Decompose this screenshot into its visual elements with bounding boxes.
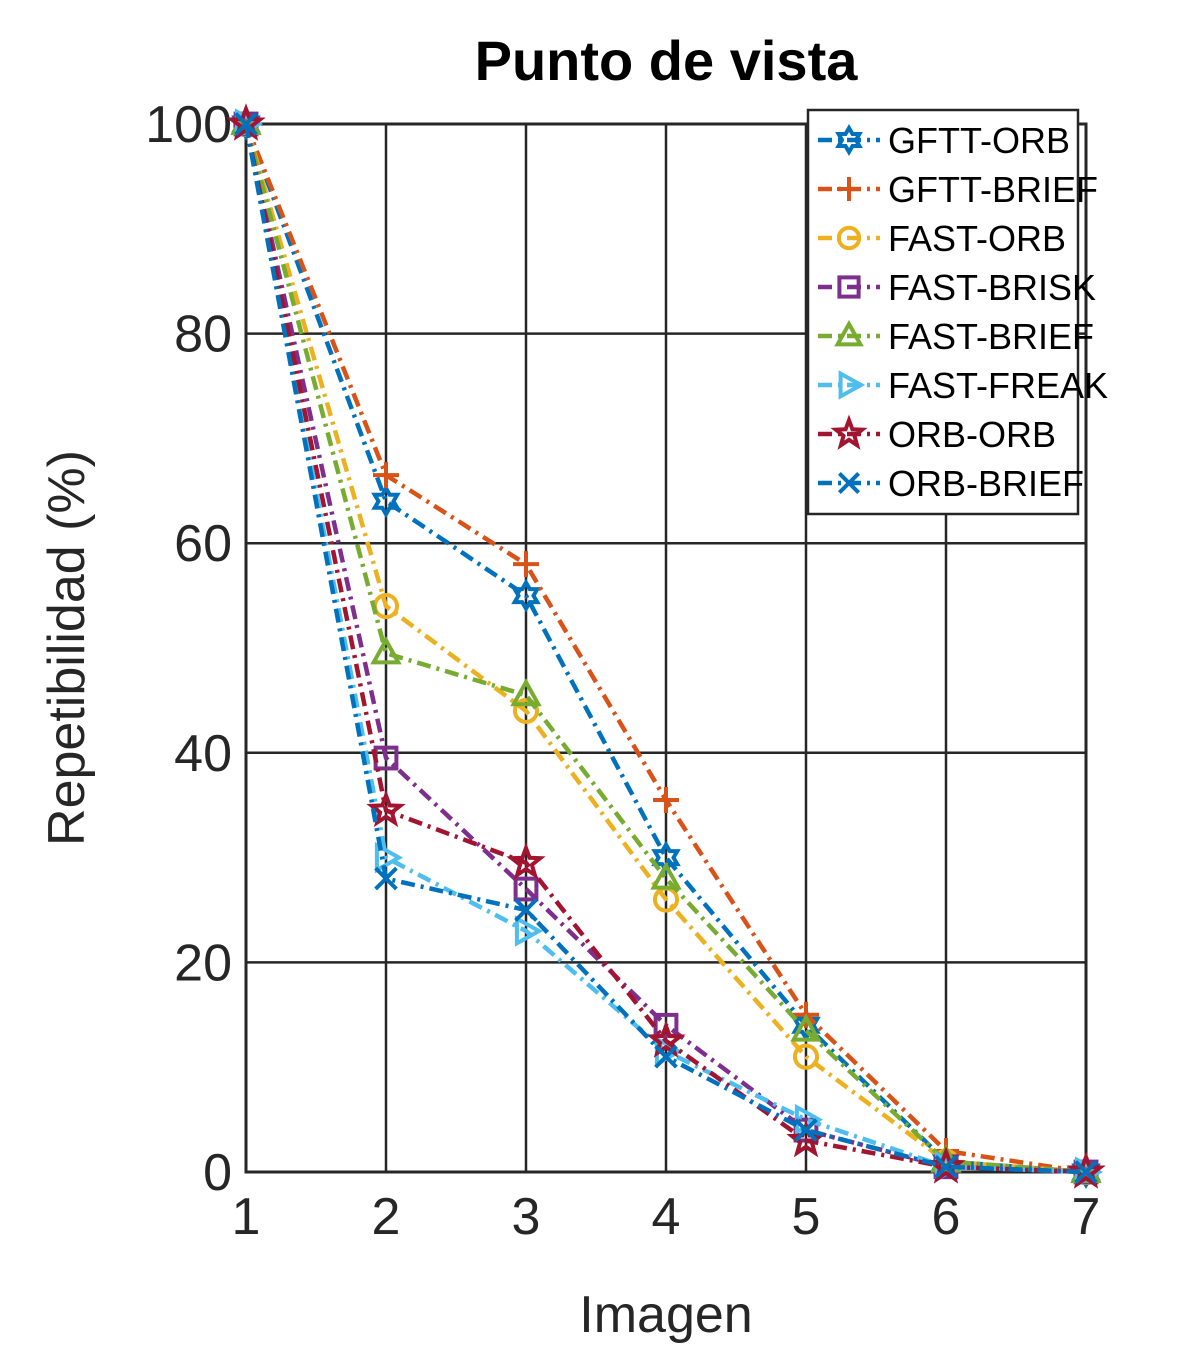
legend-item-fast-brisk: FAST-BRISK — [818, 267, 1096, 308]
legend-marker — [838, 370, 866, 400]
series-group — [226, 103, 1106, 1189]
y-axis-label: Repetibilidad (%) — [38, 450, 96, 846]
data-point-fast-freak — [514, 915, 544, 947]
legend-item-fast-freak: FAST-FREAK — [818, 365, 1108, 406]
series-line-orb-orb — [243, 123, 1087, 1175]
data-point-fast-brief — [510, 678, 542, 707]
x-axis-ticks: 1 2 3 4 5 6 7 — [232, 1188, 1101, 1246]
x-tick-label: 5 — [792, 1188, 821, 1246]
data-point-orb-brief — [934, 1154, 958, 1179]
x-tick-label: 4 — [652, 1188, 681, 1246]
legend-marker — [836, 225, 862, 251]
x-tick-label: 7 — [1072, 1188, 1101, 1246]
data-point-orb-brief — [794, 1118, 818, 1142]
legend-box — [806, 108, 1080, 516]
data-point-gftt-brief — [653, 786, 679, 813]
x-tick-label: 6 — [932, 1188, 961, 1246]
legend-label: ORB-ORB — [888, 414, 1056, 455]
data-point-fast-freak — [374, 841, 404, 874]
series-orb-brief — [234, 112, 1098, 1184]
data-point-orb-orb — [1066, 1151, 1106, 1189]
y-tick-label: 100 — [145, 96, 232, 154]
legend-marker — [837, 177, 861, 201]
data-point-gftt-orb — [651, 840, 681, 875]
plot-frame — [244, 122, 1088, 1174]
data-point-orb-brief — [234, 112, 258, 136]
data-point-orb-brief — [514, 898, 538, 922]
legend-marker — [835, 124, 863, 156]
legend-item-fast-orb: FAST-ORB — [818, 218, 1066, 259]
data-point-fast-brief — [370, 636, 402, 665]
data-point-fast-brisk — [513, 876, 539, 902]
data-point-fast-brief — [790, 1013, 822, 1042]
y-tick-label: 40 — [174, 725, 232, 783]
legend-item-gftt-brief: GFTT-BRIEF — [818, 169, 1098, 210]
legend-marker — [830, 414, 868, 450]
legend-label: GFTT-BRIEF — [888, 169, 1098, 210]
data-point-fast-brief — [650, 861, 682, 890]
legend-marker — [837, 275, 861, 299]
x-tick-label: 1 — [232, 1188, 261, 1246]
data-point-gftt-orb — [371, 484, 401, 519]
legend: GFTT-ORB GFTT-BRIEF FAST-ORB FAST-BRISK FAST… — [806, 108, 1108, 516]
legend-marker — [834, 319, 864, 347]
x-tick-label: 2 — [372, 1188, 401, 1246]
legend-item-orb-orb: ORB-ORB — [818, 414, 1056, 455]
y-tick-label: 80 — [174, 306, 232, 364]
data-point-orb-brief — [374, 866, 398, 891]
data-point-orb-orb — [786, 1119, 826, 1158]
data-point-orb-orb — [646, 1020, 686, 1058]
y-tick-label: 20 — [174, 934, 232, 992]
data-point-orb-orb — [506, 842, 546, 880]
y-tick-label: 60 — [174, 515, 232, 573]
chart-title: Punto de vista — [475, 29, 859, 92]
data-point-fast-orb — [512, 697, 540, 724]
data-point-orb-orb — [366, 789, 406, 828]
data-point-fast-orb — [792, 1043, 820, 1070]
legend-label: FAST-BRISK — [888, 267, 1096, 308]
data-point-orb-brief — [1074, 1160, 1098, 1184]
legend-label: FAST-FREAK — [888, 365, 1108, 406]
data-point-gftt-brief — [513, 551, 539, 578]
x-tick-label: 3 — [512, 1188, 541, 1246]
legend-item-fast-brief: FAST-BRIEF — [818, 316, 1094, 357]
legend-item-orb-brief: ORB-BRIEF — [818, 463, 1084, 504]
x-axis-label: Imagen — [579, 1286, 752, 1344]
legend-label: GFTT-ORB — [888, 120, 1070, 161]
data-point-orb-brief — [654, 1044, 678, 1069]
data-point-gftt-orb — [511, 578, 541, 613]
legend-item-gftt-orb: GFTT-ORB — [818, 120, 1070, 161]
legend-label: ORB-BRIEF — [888, 463, 1084, 504]
legend-label: FAST-ORB — [888, 218, 1066, 259]
y-axis-ticks: 0 20 40 60 80 100 — [145, 96, 232, 1202]
data-point-gftt-brief — [373, 462, 399, 489]
legend-marker — [837, 471, 861, 495]
y-tick-label: 0 — [203, 1144, 232, 1202]
legend-label: FAST-BRIEF — [888, 316, 1094, 357]
